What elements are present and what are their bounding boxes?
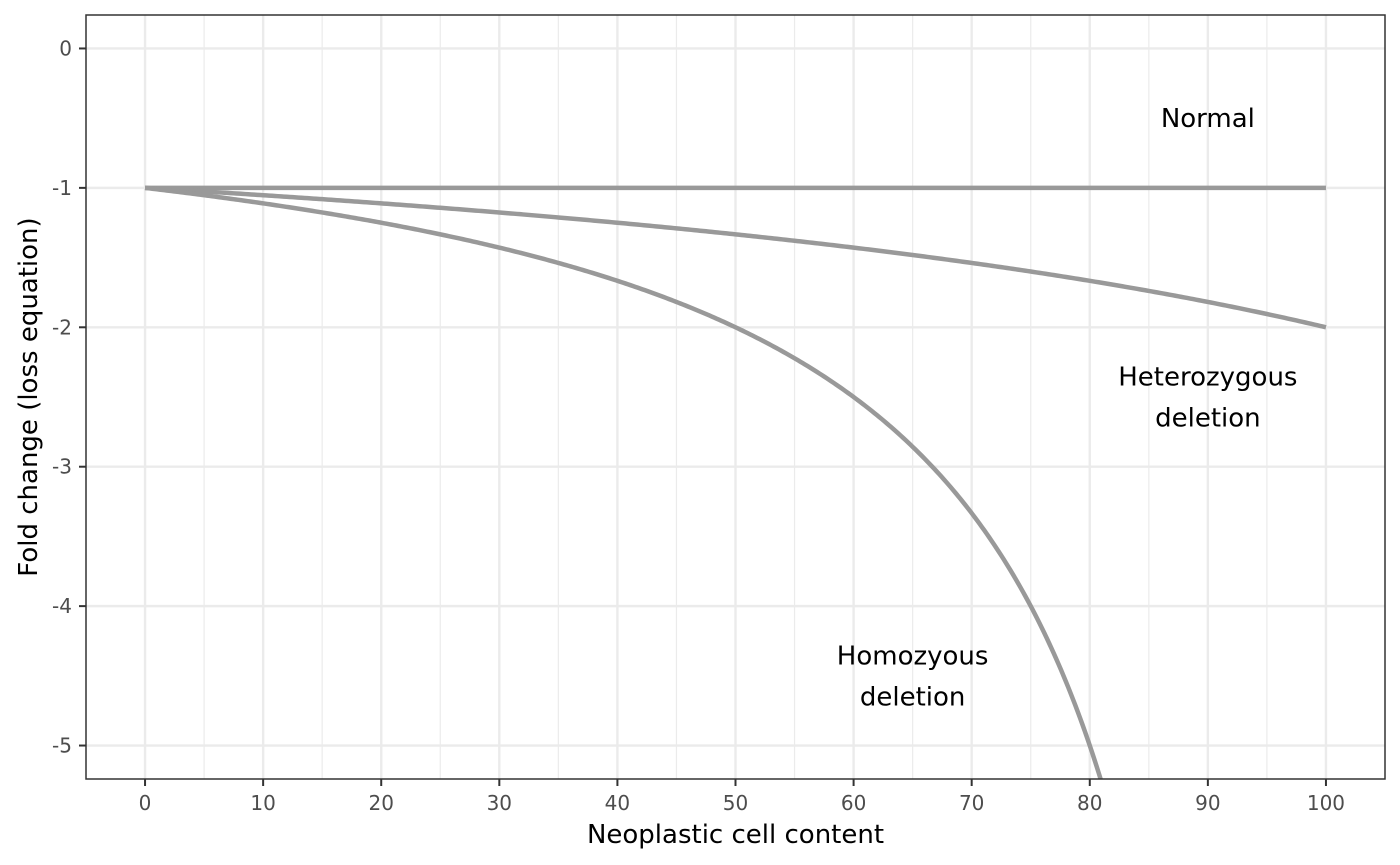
x-tick-label: 80 — [1077, 791, 1102, 815]
x-axis: 0 10 20 30 40 50 60 70 80 90 100 — [139, 779, 1345, 815]
y-axis: 0 -1 -2 -3 -4 -5 — [52, 36, 86, 758]
y-tick-label: -3 — [52, 455, 72, 479]
x-tick-label: 50 — [723, 791, 748, 815]
annotation-line: Normal — [1161, 104, 1255, 134]
annotation-line: Homozyous — [837, 641, 989, 671]
y-tick-label: -5 — [52, 734, 72, 758]
annotation-line: deletion — [1155, 404, 1261, 434]
series-line-heterozygous-deletion — [144, 185, 1327, 330]
x-axis-title: Neoplastic cell content — [587, 820, 884, 850]
y-tick-label: -1 — [52, 176, 72, 200]
grid-major — [86, 15, 1385, 779]
annotation-line: deletion — [860, 682, 966, 712]
x-tick-label: 90 — [1195, 791, 1220, 815]
grid-minor — [203, 15, 1268, 779]
series-line-homozyous-deletion — [144, 185, 1103, 779]
x-tick-label: 100 — [1307, 791, 1345, 815]
y-tick-label: -2 — [52, 315, 72, 339]
x-tick-label: 10 — [250, 791, 275, 815]
annotation-heterozygous-deletion: Heterozygous deletion — [1118, 363, 1297, 434]
annotation-normal: Normal — [1161, 104, 1255, 134]
y-tick-label: -4 — [52, 594, 72, 618]
x-tick-label: 70 — [959, 791, 984, 815]
y-tick-label: 0 — [59, 36, 72, 60]
x-tick-label: 20 — [369, 791, 394, 815]
annotation-line: Heterozygous — [1118, 363, 1297, 393]
x-tick-label: 60 — [841, 791, 866, 815]
x-tick-label: 30 — [487, 791, 512, 815]
y-axis-title: Fold change (loss equation) — [14, 217, 44, 576]
x-tick-label: 0 — [139, 791, 152, 815]
annotations: Normal Heterozygous deletion Homozyous delet… — [837, 104, 1298, 712]
series-lines — [144, 185, 1327, 779]
x-tick-label: 40 — [605, 791, 630, 815]
annotation-homozyous-deletion: Homozyous deletion — [837, 641, 989, 712]
